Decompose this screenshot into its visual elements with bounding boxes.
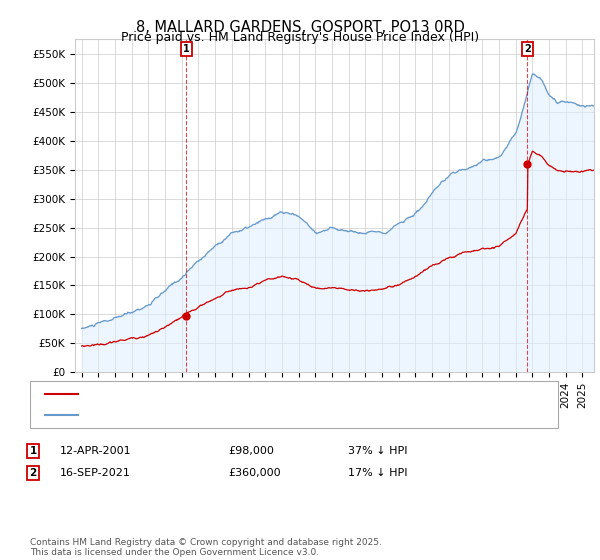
Text: 16-SEP-2021: 16-SEP-2021 <box>60 468 131 478</box>
Text: 1: 1 <box>29 446 37 456</box>
Text: 1: 1 <box>183 44 190 54</box>
Text: HPI: Average price, detached house, Gosport: HPI: Average price, detached house, Gosp… <box>84 410 334 420</box>
Text: Contains HM Land Registry data © Crown copyright and database right 2025.
This d: Contains HM Land Registry data © Crown c… <box>30 538 382 557</box>
Text: 17% ↓ HPI: 17% ↓ HPI <box>348 468 407 478</box>
Text: 37% ↓ HPI: 37% ↓ HPI <box>348 446 407 456</box>
Text: Price paid vs. HM Land Registry's House Price Index (HPI): Price paid vs. HM Land Registry's House … <box>121 31 479 44</box>
Text: 12-APR-2001: 12-APR-2001 <box>60 446 131 456</box>
Text: 2: 2 <box>524 44 531 54</box>
Text: £98,000: £98,000 <box>228 446 274 456</box>
Text: £360,000: £360,000 <box>228 468 281 478</box>
Text: 8, MALLARD GARDENS, GOSPORT, PO13 0RD (detached house): 8, MALLARD GARDENS, GOSPORT, PO13 0RD (d… <box>84 389 436 399</box>
Text: 8, MALLARD GARDENS, GOSPORT, PO13 0RD: 8, MALLARD GARDENS, GOSPORT, PO13 0RD <box>136 20 464 35</box>
Text: 2: 2 <box>29 468 37 478</box>
